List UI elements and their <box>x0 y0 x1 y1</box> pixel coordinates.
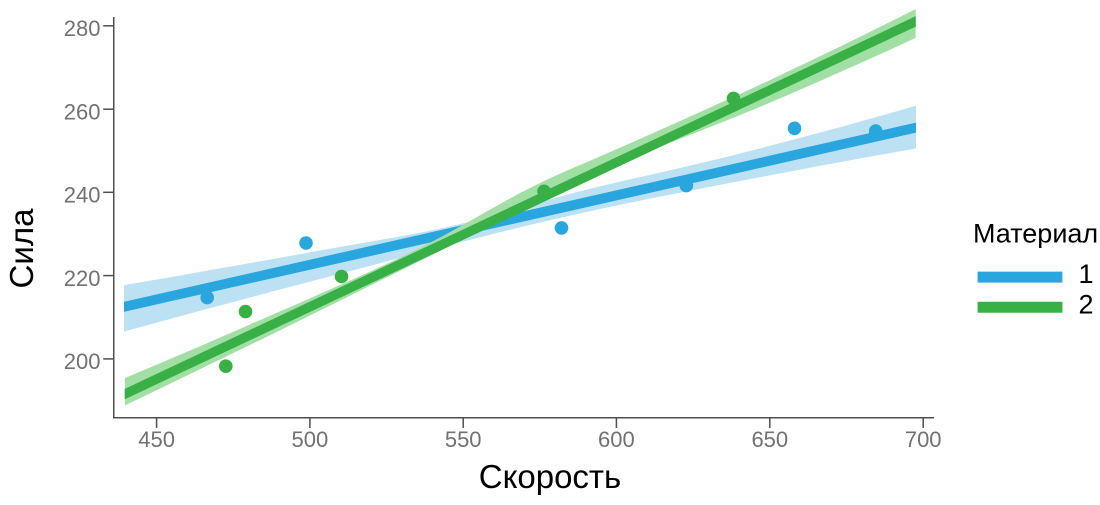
svg-text:1: 1 <box>1079 259 1094 289</box>
svg-text:550: 550 <box>445 427 482 452</box>
svg-text:650: 650 <box>751 427 788 452</box>
svg-text:220: 220 <box>64 266 101 291</box>
svg-text:2: 2 <box>1079 289 1094 319</box>
svg-text:500: 500 <box>292 427 329 452</box>
svg-text:Скорость: Скорость <box>479 458 622 495</box>
svg-text:450: 450 <box>138 427 175 452</box>
svg-text:700: 700 <box>905 427 942 452</box>
svg-text:260: 260 <box>64 99 101 124</box>
svg-text:Сила: Сила <box>3 208 40 289</box>
svg-text:200: 200 <box>64 349 101 374</box>
svg-text:280: 280 <box>64 16 101 41</box>
svg-text:600: 600 <box>598 427 635 452</box>
svg-text:Материал: Материал <box>973 219 1098 249</box>
svg-text:240: 240 <box>64 183 101 208</box>
